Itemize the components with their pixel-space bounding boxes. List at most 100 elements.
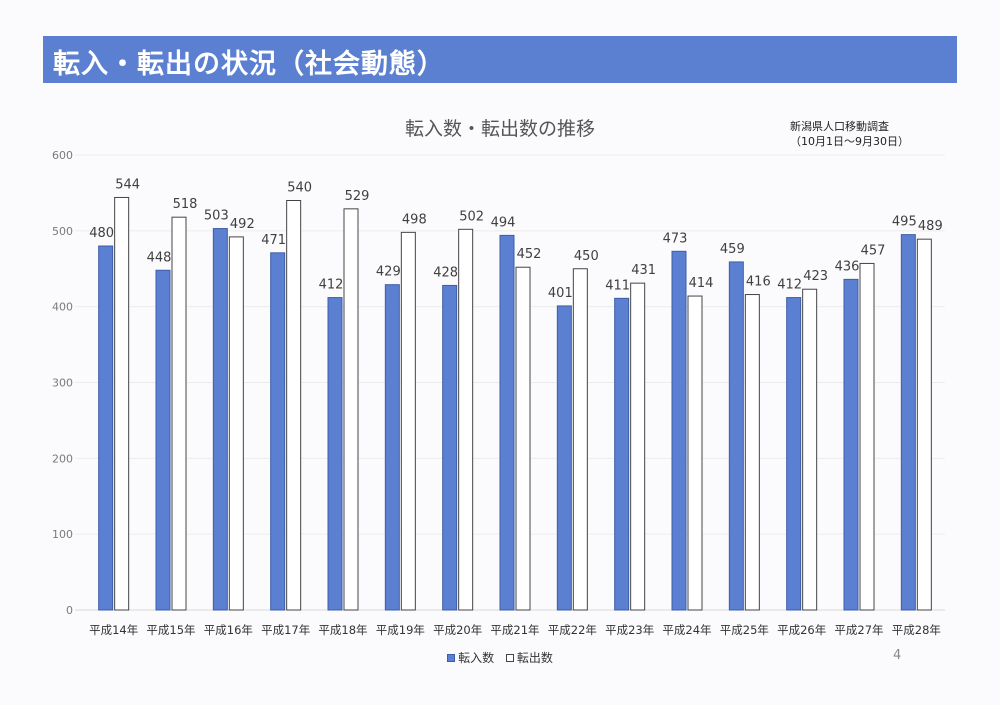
data-label-out: 457 [861,243,886,258]
bar-in [442,284,458,611]
data-label-in: 411 [605,278,630,293]
x-tick-label: 平成26年 [777,623,826,637]
x-tick-label: 平成16年 [204,623,253,637]
data-label-out: 544 [115,177,140,192]
data-label-out: 502 [459,209,484,224]
x-tick-label: 平成24年 [662,623,711,637]
x-tick-label: 平成20年 [433,623,482,637]
legend-label-in: 転入数 [458,651,495,665]
bar-out [630,282,646,611]
x-tick-label: 平成18年 [318,623,367,637]
data-label-in: 412 [319,278,344,293]
source-note: 新潟県人口移動調査 （10月1日～9月30日） [790,119,909,149]
bar-in [614,297,630,611]
bar-in [499,234,515,611]
bar-out [286,200,302,611]
x-tick-label: 平成28年 [892,623,941,637]
y-axis-ticks: 0 100 200 300 400 500 600 [52,149,73,617]
data-label-out: 416 [746,275,771,290]
x-tick-label: 平成27年 [834,623,883,637]
legend-swatch-out-icon [505,653,514,662]
bar-in [384,284,400,611]
bar-in [786,297,802,611]
data-label-out: 414 [689,276,714,291]
x-tick-label: 平成22年 [548,623,597,637]
legend-label-out: 転出数 [516,651,553,665]
data-label-in: 503 [204,209,229,224]
y-tick-label: 500 [52,225,73,238]
y-tick-label: 200 [52,452,73,465]
data-label-in: 473 [663,231,688,246]
bar-out [343,208,359,611]
data-label-in: 448 [147,250,172,265]
bar-in [728,261,744,611]
data-label-in: 459 [720,242,745,257]
x-tick-label: 平成19年 [376,623,425,637]
bar-in [98,245,114,611]
x-tick-label: 平成21年 [490,623,539,637]
data-label-out: 492 [230,217,255,232]
data-label-out: 489 [918,219,943,234]
legend: 転入数 転出数 [0,649,1000,666]
data-label-in: 428 [433,265,458,280]
y-tick-label: 400 [52,301,73,314]
source-note-line1: 新潟県人口移動調査 [790,120,889,133]
banner-title: 転入・転出の状況（社会動態） [53,49,445,80]
bar-out [572,268,588,611]
y-tick-label: 600 [52,149,73,162]
source-note-line2: （10月1日～9月30日） [790,135,909,148]
header-banner: 転入・転出の状況（社会動態） [43,36,957,83]
bar-out [458,228,474,611]
data-label-in: 495 [892,215,917,230]
bar-out [228,236,244,611]
bar-out [744,294,760,611]
bar-out [114,196,130,611]
bars [98,196,932,611]
data-label-out: 518 [173,197,198,212]
bar-in [843,278,859,611]
legend-item-out: 転出数 [505,649,553,666]
bar-in [556,305,572,611]
data-label-in: 471 [261,233,286,248]
x-tick-label: 平成15年 [146,623,195,637]
bar-out [916,238,932,611]
bar-in [900,234,916,611]
data-label-out: 423 [803,269,828,284]
bar-out [802,288,818,611]
bar-in [155,269,171,611]
y-tick-label: 0 [66,604,73,617]
bar-out [400,231,416,611]
data-label-out: 450 [574,249,599,264]
y-tick-label: 300 [52,377,73,390]
bar-out [515,266,531,611]
data-label-in: 436 [835,259,860,274]
x-tick-label: 平成25年 [720,623,769,637]
x-tick-label: 平成23年 [605,623,654,637]
bar-in [212,228,228,611]
bar-in [270,252,286,611]
x-tick-label: 平成17年 [261,623,310,637]
data-label-out: 431 [631,263,656,278]
bar-out [171,216,187,611]
bar-in [671,250,687,611]
data-label-out: 452 [517,247,542,262]
data-label-in: 494 [491,215,516,230]
data-label-in: 401 [548,286,573,301]
legend-swatch-in-icon [447,653,456,662]
data-label-out: 529 [345,189,370,204]
chart-title: 転入数・転出数の推移 [404,118,595,140]
x-tick-label: 平成14年 [89,623,138,637]
data-label-out: 540 [287,181,312,196]
y-tick-label: 100 [52,528,73,541]
data-label-in: 429 [376,265,401,280]
data-label-in: 412 [777,278,802,293]
bar-out [859,262,875,611]
bar-out [687,295,703,611]
data-label-in: 480 [89,226,114,241]
page-number: 4 [893,648,902,663]
bar-in [327,297,343,611]
legend-item-in: 転入数 [447,649,494,666]
data-label-out: 498 [402,212,427,227]
